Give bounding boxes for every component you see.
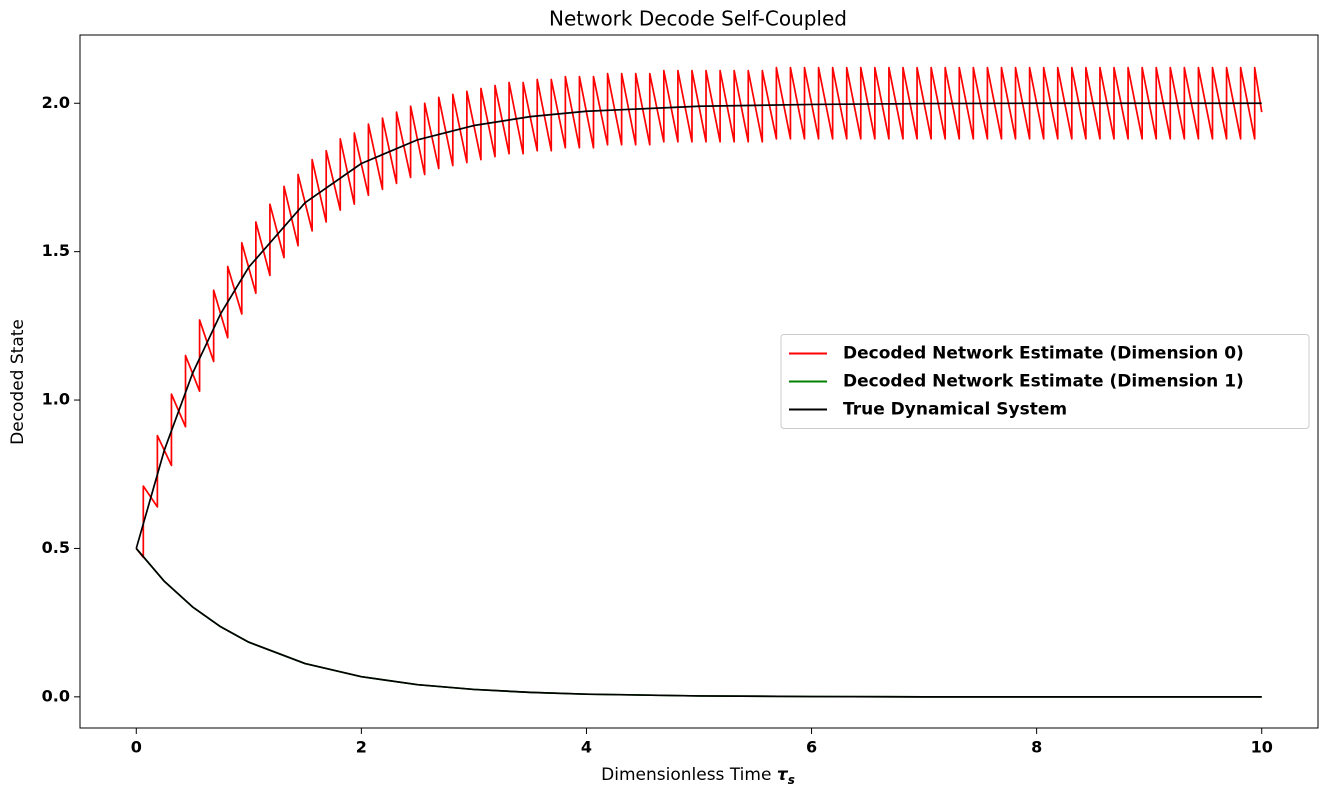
series-line [135, 66, 1263, 559]
x-tick-label: 10 [1251, 738, 1273, 757]
y-tick-label: 0.0 [42, 686, 70, 705]
x-tick-label: 2 [356, 738, 367, 757]
legend: Decoded Network Estimate (Dimension 0) De… [780, 334, 1310, 429]
y-tick-label: 1.5 [42, 241, 70, 260]
x-tick-label: 0 [131, 738, 142, 757]
legend-label: True Dynamical System [843, 400, 1067, 420]
series-line [135, 547, 1262, 698]
legend-box [780, 334, 1310, 429]
y-axis-label: Decoded State [8, 319, 28, 445]
x-tick-label: 6 [806, 738, 817, 757]
x-tick-label: 8 [1031, 738, 1042, 757]
x-axis-label-symbol: τ [777, 765, 789, 785]
legend-label: Decoded Network Estimate (Dimension 0) [843, 344, 1244, 364]
series-line [135, 547, 1262, 698]
chart-title: Network Decode Self-Coupled [549, 7, 847, 31]
plot-frame [79, 34, 1319, 729]
y-tick-label: 1.0 [42, 390, 70, 409]
x-tick-label: 4 [581, 738, 592, 757]
x-axis-label: Dimensionless Time τs [601, 765, 795, 787]
x-axis-label-text: Dimensionless Time [601, 765, 771, 785]
series-line [135, 102, 1262, 549]
y-tick-label: 0.5 [42, 538, 70, 557]
legend-label: Decoded Network Estimate (Dimension 1) [843, 372, 1244, 392]
y-tick-label: 2.0 [42, 93, 70, 112]
x-axis-label-subscript: s [788, 773, 795, 787]
